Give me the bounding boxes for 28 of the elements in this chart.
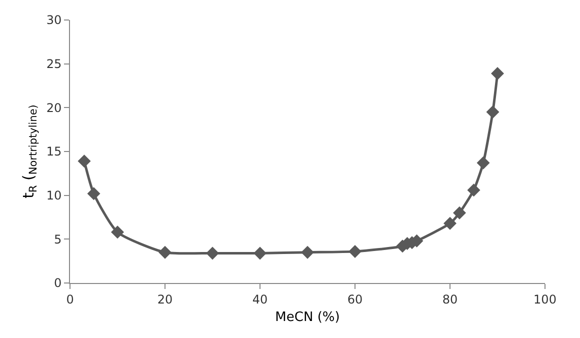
y-tick-label: 20: [46, 100, 62, 115]
x-tick-label: 80: [442, 292, 458, 306]
point: [206, 246, 219, 260]
point: [301, 246, 314, 259]
x-tick-label: 0: [66, 292, 74, 306]
point: [491, 66, 504, 80]
point: [87, 187, 100, 200]
y-tick-label: 15: [46, 144, 62, 159]
point: [158, 246, 172, 259]
point: [111, 226, 124, 239]
x-axis-title: MeCN (%): [275, 310, 340, 325]
point: [476, 156, 490, 170]
point: [486, 106, 500, 119]
y-tick-label: 5: [54, 232, 62, 246]
point: [348, 244, 362, 258]
x-tick-label: 20: [157, 292, 173, 306]
x-tick-label: 60: [347, 292, 363, 306]
x-tick-label: 40: [252, 292, 268, 306]
point: [78, 154, 91, 168]
y-tick-label: 25: [46, 57, 62, 72]
point: [444, 216, 456, 230]
x-tick-label: 100: [534, 292, 556, 306]
y-tick-label: 0: [54, 276, 62, 290]
point: [467, 184, 480, 197]
y-tick-label: 30: [46, 13, 62, 28]
point: [254, 246, 266, 260]
point: [453, 206, 466, 220]
y-tick-label: 10: [46, 188, 62, 203]
